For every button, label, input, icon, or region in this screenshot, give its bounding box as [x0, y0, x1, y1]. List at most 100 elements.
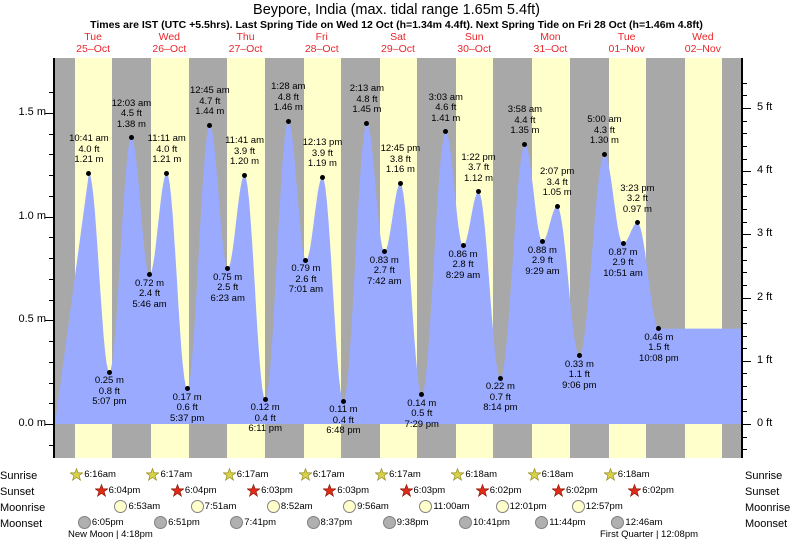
y-tick-right	[743, 398, 747, 400]
sunset-star-icon	[323, 484, 337, 497]
y-tick-right	[743, 259, 747, 261]
tide-label-line-2: 0.8 ft	[98, 385, 120, 397]
tide-point-low	[340, 398, 346, 404]
sunrise-event-1: 6:16am	[70, 468, 116, 481]
tide-label-line-1: 0.86 m	[448, 248, 478, 260]
y-ticklabel-left: 0.5 m	[18, 313, 46, 326]
sunrise-event-4: 6:17am	[298, 468, 345, 481]
moonset-event-7-time: 11:44pm	[549, 517, 586, 528]
y-tick-right	[743, 386, 747, 388]
tide-label-line-2: 4.6 ft	[435, 102, 457, 114]
y-tick-right	[743, 234, 751, 236]
tide-point-low	[419, 392, 425, 398]
label-sunrise-left: Sunrise	[0, 470, 38, 482]
tide-label-line-1: 0.22 m	[485, 381, 515, 393]
tide-point-low	[576, 353, 582, 359]
tide-label-line-1: 0.12 m	[250, 402, 280, 414]
tide-label-line-3: 9:06 pm	[562, 379, 597, 391]
moonrise-event-1-time: 6:53am	[128, 501, 161, 512]
moonrise-moon-icon	[266, 500, 280, 513]
tide-label-low: 0.88 m 2.9 ft 9:29 am	[510, 245, 574, 278]
y-ticklabel-left: 1.0 m	[18, 209, 46, 222]
tide-label-line-2: 2.6 ft	[295, 273, 317, 285]
sunset-event-2-time: 6:04pm	[184, 485, 217, 496]
tide-label-line-2: 4.5 ft	[120, 108, 142, 120]
tide-point-low	[106, 369, 112, 375]
sunset-star-icon	[247, 484, 261, 497]
tide-point-high	[634, 220, 640, 226]
tide-label-line-1: 2:07 pm	[539, 166, 575, 178]
tide-label-line-1: 0.72 m	[135, 277, 165, 289]
day-header-date: 01–Nov	[608, 42, 645, 55]
tide-label-line-1: 12:13 pm	[302, 137, 343, 149]
y-tick-left	[49, 154, 53, 156]
tide-label-low: 0.86 m 2.8 ft 8:29 am	[431, 248, 495, 282]
y-tick-left	[45, 424, 53, 425]
tide-label-line-2: 0.4 ft	[254, 412, 276, 424]
label-moonset-right: Moonset	[745, 518, 788, 530]
tide-label-line-1: 0.79 m	[291, 263, 321, 275]
sunrise-event-2: 6:17am	[146, 468, 192, 481]
y-tick-left	[49, 444, 53, 446]
tide-point-high	[164, 170, 170, 176]
tide-label-high: 11:11 am 4.0 ft 1.21 m	[135, 134, 199, 166]
sunset-event-6-time: 6:02pm	[489, 485, 522, 496]
day-header-4: Fri 28–Oct	[284, 31, 360, 55]
tide-label-line-3: 1.44 m	[195, 106, 225, 118]
day-header-dow: Sun	[464, 31, 484, 43]
y-tick-left	[45, 320, 53, 322]
tide-chart-plot	[55, 58, 741, 458]
tide-label-line-3: 1.20 m	[230, 156, 260, 168]
label-moonrise-right: Moonrise	[745, 502, 791, 514]
moonrise-moon-icon	[495, 500, 509, 513]
tide-label-line-3: 5:46 am	[132, 298, 167, 310]
y-tick-right	[743, 95, 747, 97]
tide-label-line-2: 2.9 ft	[612, 257, 634, 269]
moonset-event-1: 6:05pm	[77, 516, 124, 529]
tide-label-line-2: 4.0 ft	[156, 143, 178, 155]
tide-label-line-2: 2.8 ft	[452, 259, 474, 271]
label-sunset-left: Sunset	[0, 486, 35, 498]
tide-point-high	[397, 180, 403, 186]
tide-label-line-3: 1.38 m	[116, 118, 146, 130]
tide-label-low: 0.87 m 2.9 ft 10:51 am	[591, 247, 655, 280]
y-tick-right	[743, 120, 747, 122]
sunrise-event-6-time: 6:18am	[465, 469, 498, 480]
tide-point-high	[285, 118, 291, 124]
sunset-star-icon	[399, 484, 413, 497]
y-tick-left	[49, 258, 53, 260]
sunrise-event-3: 6:17am	[222, 468, 268, 481]
sunrise-star-icon	[298, 468, 312, 481]
tide-label-line-2: 3.9 ft	[233, 145, 256, 157]
moonrise-moon-icon	[419, 500, 433, 513]
y-tick-left	[49, 361, 53, 363]
tide-point-low	[620, 241, 626, 247]
tide-label-line-3: 1.12 m	[464, 172, 494, 184]
day-header-2: Wed 26–Oct	[131, 31, 207, 55]
y-ticklabel-right: 5 ft	[757, 101, 773, 114]
day-header-date: 28–Oct	[304, 42, 339, 55]
moonrise-moon-icon	[114, 500, 128, 513]
tide-point-high	[242, 172, 248, 178]
y-tick-right	[743, 322, 747, 324]
y-tick-left	[49, 195, 53, 197]
tide-label-line-3: 10:08 pm	[639, 352, 679, 364]
day-header-dow: Tue	[84, 31, 102, 43]
tide-point-high	[319, 174, 325, 180]
tide-label-line-2: 4.4 ft	[514, 114, 536, 126]
y-tick-right	[743, 424, 751, 425]
sunset-star-icon	[94, 484, 108, 497]
y-tick-right	[743, 108, 751, 110]
y-ticklabel-right: 1 ft	[757, 353, 773, 366]
day-header-date: 25–Oct	[76, 42, 111, 55]
tide-label-line-2: 4.0 ft	[78, 143, 100, 155]
day-header-dow: Fri	[315, 31, 328, 43]
tide-label-line-3: 1.35 m	[510, 125, 540, 137]
y-tick-left	[49, 382, 53, 384]
tide-label-line-2: 4.8 ft	[277, 91, 299, 103]
y-tick-right	[743, 209, 747, 211]
y-tick-left	[49, 175, 53, 177]
moonrise-event-4: 9:56am	[343, 500, 389, 513]
y-tick-right	[743, 171, 751, 173]
tide-point-low	[147, 272, 153, 278]
